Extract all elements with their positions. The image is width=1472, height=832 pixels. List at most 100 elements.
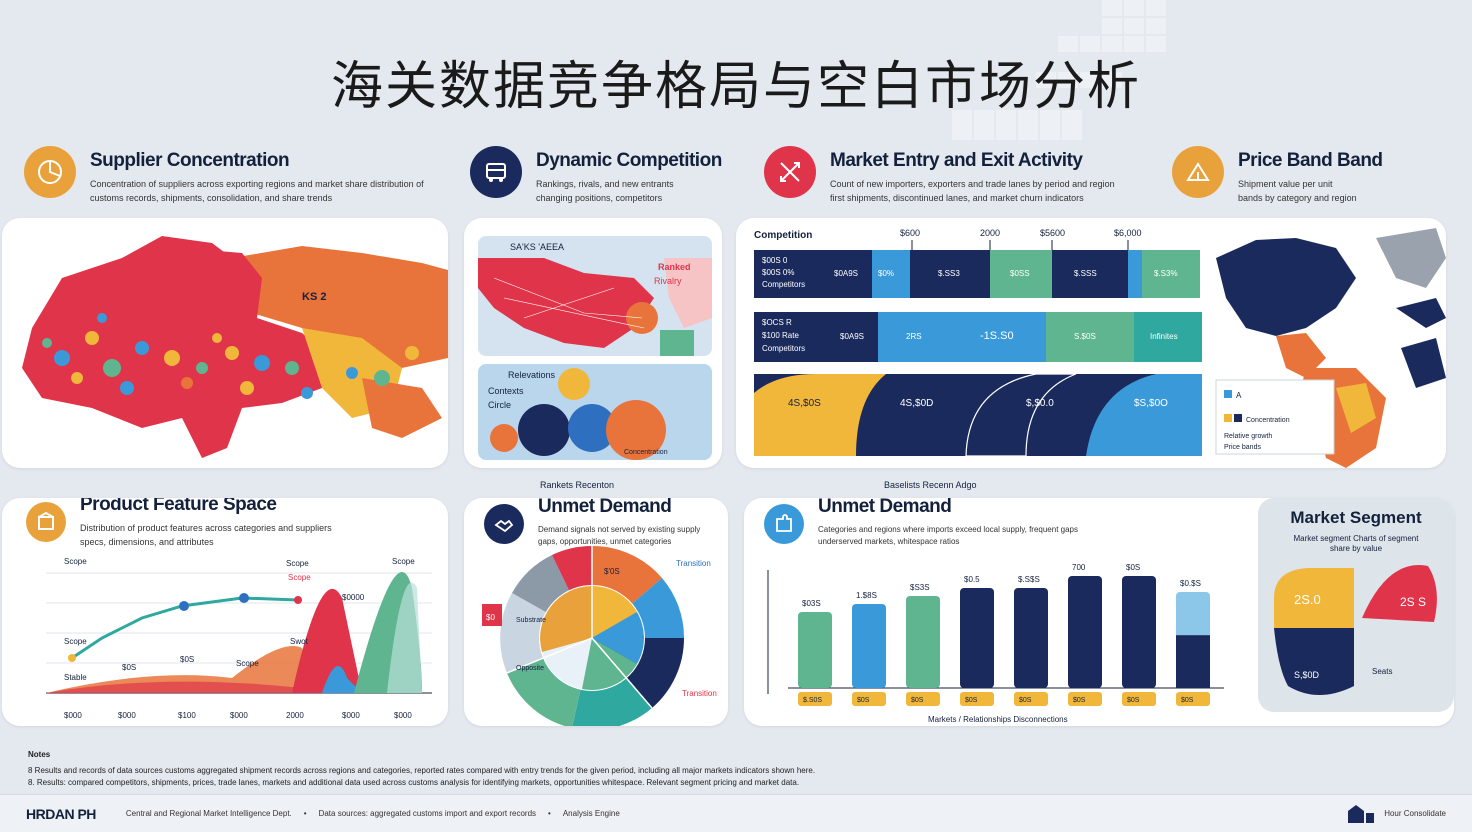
unmet-bar-chart: $03S $.S0S 1.$8S $0S $S3S $0S $0.5 $0S $.S$S $0S 7…: [767, 563, 1224, 724]
unmet-donut-chart: $'0S Transition Substrate Opposite Trans…: [482, 545, 717, 726]
row1-label-3: Competitors: [762, 280, 805, 289]
bar-top-label-5: $.S$S: [1018, 575, 1040, 584]
segment-desc-1: Market segment Charts of segment: [1293, 534, 1419, 543]
bus-icon: [470, 146, 522, 198]
dynamic-title: Dynamic Competition: [536, 150, 722, 171]
segment-val-1: 2S.0: [1294, 592, 1321, 607]
unmet-donut-panel: Unmet Demand Demand signals not served b…: [464, 498, 728, 726]
competition-tick-2: 2000: [980, 228, 1000, 238]
supplier-header: Supplier Concentration Concentration of …: [24, 146, 424, 204]
row2-cell-3: -1S.S0: [980, 330, 1014, 342]
bar-bottom-badge-5: [1014, 692, 1048, 706]
row1-cell-5: $.SSS: [1074, 269, 1097, 278]
unmet2-title: Unmet Demand: [818, 498, 952, 517]
price-legend-1: A: [1236, 391, 1242, 400]
handshake-icon: [484, 504, 524, 544]
bar-top-label-3: $S3S: [910, 583, 930, 592]
bar-8-lower: [1176, 635, 1210, 688]
bar-5: [1014, 588, 1048, 688]
competition-tick-1: $600: [900, 228, 920, 238]
bar-top-label-1: $03S: [802, 599, 821, 608]
bar-4: [960, 588, 994, 688]
notes-line-1: 8 Results and records of data sources cu…: [28, 766, 816, 775]
donut-label-4: Opposite: [516, 665, 544, 672]
feature-label-1: Scope: [64, 557, 87, 566]
bar-top-label-7: $0S: [1126, 563, 1140, 572]
entry-desc-2: first shipments, discontinued lanes, and…: [830, 192, 1084, 203]
bar-bottom-badge-4: [960, 692, 994, 706]
dynamic-header: Dynamic Competition Rankings, rivals, an…: [470, 146, 722, 204]
page-title: 海关数据竞争格局与空白市场分析: [330, 57, 1141, 117]
row2-cell-2: 2RS: [906, 332, 922, 341]
dynamic-map-label: SA'KS 'AEEA: [510, 242, 564, 252]
bar-3: [906, 596, 940, 688]
notes-line-2: 8. Results: compared competitors, shipme…: [28, 778, 800, 787]
bar-1: [798, 612, 832, 688]
donut-label-3: Substrate: [516, 617, 546, 624]
feature-label-11: Swot: [290, 637, 309, 646]
unmet1-desc-2: gaps, opportunities, unmet categories: [538, 537, 672, 547]
competition-tick-3: $5600: [1040, 228, 1065, 238]
row1-cell-2: $0%: [878, 269, 894, 278]
circles-foot: Concentration: [624, 449, 668, 456]
row1-label-2: $00S 0%: [762, 268, 794, 277]
footer-item-3: Analysis Engine: [562, 809, 620, 818]
puzzle-icon: [764, 504, 804, 544]
dynamic-desc-1: Rankings, rivals, and new entrants: [536, 179, 674, 189]
footer-brand: HRDAN PH: [26, 805, 96, 822]
bar-bottom-badge-6: [1068, 692, 1102, 706]
bar-7: [1122, 576, 1156, 688]
bar-bottom-label-6: $0S: [1073, 697, 1086, 704]
row2-cell-5: Infinites: [1150, 332, 1178, 341]
competition-panel: Competition $600 2000 $5600 $6,000 $00S …: [736, 218, 1446, 468]
footer-separator: •: [303, 809, 307, 818]
segment-val-2: 2S S: [1400, 595, 1426, 609]
dynamic-panel: SA'KS 'AEEA Ranked Rivalry Relevations C…: [464, 218, 722, 468]
feature-label-4: Scope: [392, 557, 415, 566]
row1-cell-1: $0A9S: [834, 269, 858, 278]
bar-bottom-badge-7: [1122, 692, 1156, 706]
supplier-map-panel: KS 2: [2, 218, 448, 468]
pie-icon: [24, 146, 76, 198]
price-desc-1: Shipment value per unit: [1238, 179, 1333, 189]
bar-top-label-6: 700: [1072, 563, 1086, 572]
feature-label-8: Scope: [236, 659, 259, 668]
bar-bottom-badge-8: [1176, 692, 1210, 706]
entry-desc-1: Count of new importers, exporters and tr…: [830, 179, 1115, 189]
background-grid: [952, 0, 1166, 140]
competition-tick-4: $6,000: [1114, 228, 1142, 238]
row2-label-2: $100 Rate: [762, 331, 799, 340]
row3-cell-3: $,$0.0: [1026, 398, 1054, 409]
dynamic-map-note-1: Ranked: [658, 262, 691, 272]
unmet2-header: Unmet Demand Categories and regions wher…: [764, 498, 1078, 547]
row3-cell-4: $S,$0O: [1134, 398, 1168, 409]
segment-chart: 2S.0 2S S S,$0D Seats: [1274, 565, 1437, 695]
bar-top-label-2: 1.$8S: [856, 591, 877, 600]
box-icon: [26, 502, 66, 542]
row3-cell-1: 4S,$0S: [788, 398, 821, 409]
footer-right: Hour Consolidate: [1384, 809, 1446, 818]
supplier-map-label: KS 2: [302, 291, 326, 303]
bar-bottom-label-2: $0S: [857, 697, 870, 704]
feature-header: Product Feature Space Distribution of pr…: [26, 498, 332, 548]
bar-bottom-label-1: $.S0S: [803, 697, 822, 704]
feature-label-9: Scope: [64, 637, 87, 646]
bar-bottom-badge-2: [852, 692, 886, 706]
price-legend-4: Price bands: [1224, 444, 1261, 451]
feature-desc-1: Distribution of product features across …: [80, 523, 332, 533]
footer-item-2: Data sources: aggregated customs import …: [318, 809, 537, 818]
feature-xtick-7: $000: [394, 711, 412, 720]
entry-header: Market Entry and Exit Activity Count of …: [764, 146, 1115, 204]
feature-desc-2: specs, dimensions, and attributes: [80, 536, 214, 547]
feature-xtick-4: $000: [230, 711, 248, 720]
supplier-desc-2: customs records, shipments, consolidatio…: [90, 192, 333, 203]
donut-label-6: $0: [486, 613, 495, 622]
segment-card: Market Segment Market segment Charts of …: [1258, 498, 1454, 712]
feature-panel: Product Feature Space Distribution of pr…: [2, 498, 448, 726]
circles-label-2: Contexts: [488, 386, 524, 396]
circles-label-3: Circle: [488, 400, 511, 410]
segment-desc-2: share by value: [1329, 544, 1383, 553]
price-title: Price Band Band: [1238, 150, 1383, 171]
tent-icon: [1172, 146, 1224, 198]
dynamic-map-note-2: Rivalry: [654, 276, 682, 286]
